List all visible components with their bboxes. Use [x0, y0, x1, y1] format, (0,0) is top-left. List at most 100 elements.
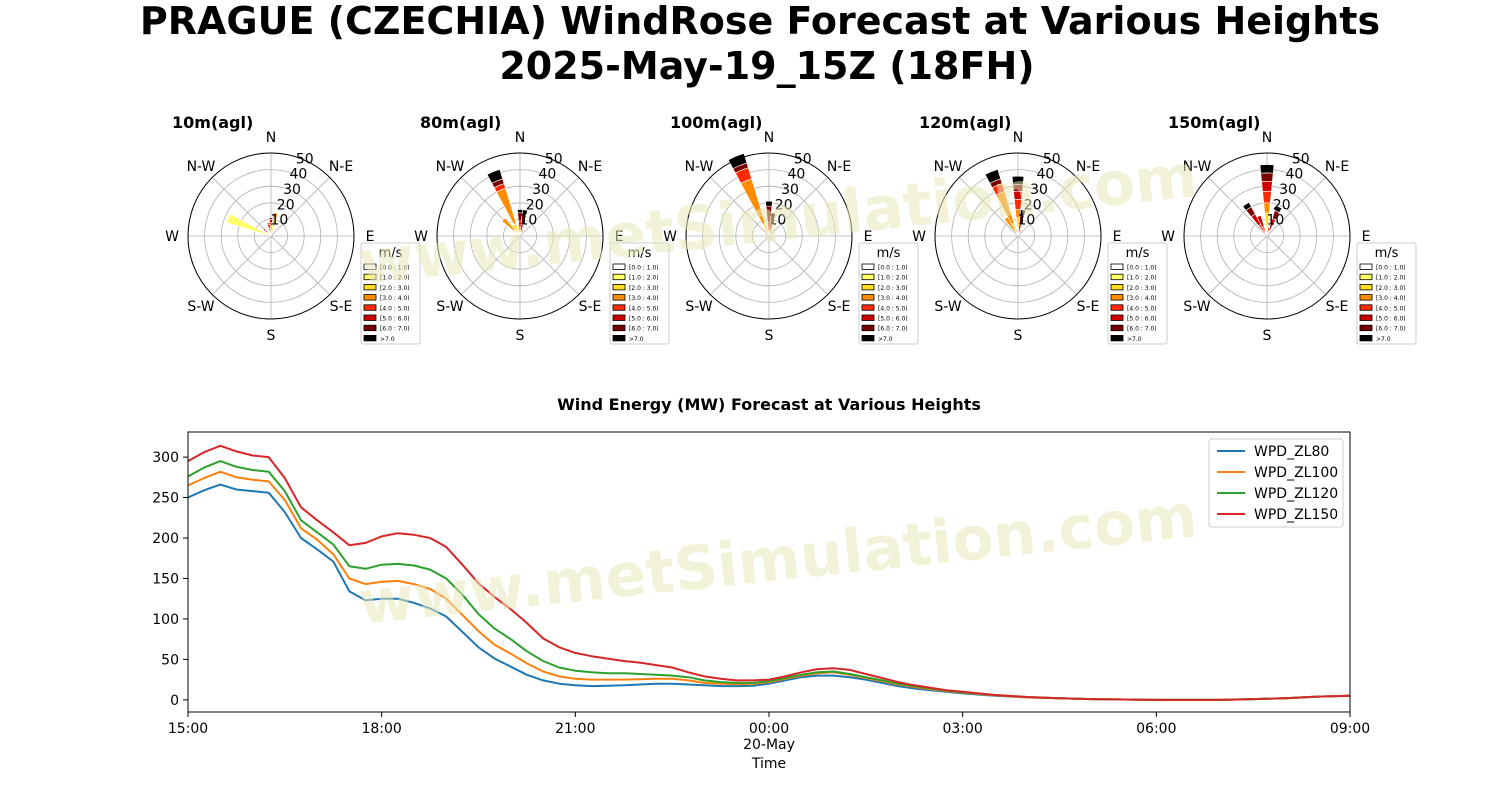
rose-legend-swatch	[1359, 294, 1373, 301]
rose-legend-label: >7.0	[380, 336, 395, 343]
rose-legend-label: [5.0 : 6.0)	[1127, 316, 1157, 323]
y-tick-label: 100	[152, 612, 179, 628]
rose-ring-label: 50	[794, 151, 812, 167]
rose-title: 120m(agl)	[919, 113, 1011, 132]
rose-wedge-segment	[521, 209, 529, 216]
rose-legend-swatch	[363, 314, 377, 321]
rose-ring-label: 30	[781, 182, 799, 198]
rose-ring-label: 40	[787, 167, 805, 183]
rose-grid-spoke	[212, 177, 272, 237]
rose-outer-circle	[187, 152, 355, 320]
rose-grid-spoke	[1208, 235, 1268, 295]
x-axis-label: Time	[751, 756, 786, 772]
rose-wedge-segment	[486, 168, 504, 184]
rose-grid-spoke	[1266, 177, 1326, 237]
rose-ring-label: 50	[1292, 151, 1310, 167]
rose-direction-label: S-E	[330, 299, 353, 315]
rose-direction-label: N-E	[578, 159, 602, 175]
rose-wedge-segment	[262, 227, 267, 232]
rose-wedge-segment	[272, 212, 279, 219]
rose-direction-label: N-W	[1183, 159, 1212, 175]
rose-direction-label: W	[912, 229, 926, 245]
rose-direction-label: N	[515, 130, 525, 146]
rose-legend-swatch	[612, 273, 626, 281]
rose-legend-swatch	[363, 334, 377, 342]
rose-legend-label: [3.0 : 4.0)	[629, 295, 659, 302]
rose-direction-label: S	[1263, 328, 1272, 344]
rose-legend-label: [3.0 : 4.0)	[380, 295, 410, 302]
rose-legend-label: >7.0	[1127, 336, 1142, 343]
line-chart-title: Wind Energy (MW) Forecast at Various Hei…	[557, 395, 981, 414]
rose-grid-spoke	[768, 235, 828, 295]
rose-wedge-segment	[520, 229, 524, 234]
rose-legend-label: [1.0 : 2.0)	[380, 275, 410, 282]
rose-legend-label: [2.0 : 3.0)	[629, 285, 659, 292]
rose-legend-swatch	[1359, 283, 1373, 291]
rose-wedge-segment	[511, 223, 519, 233]
rose-direction-label: N	[764, 130, 774, 146]
rose-legend-label: [1.0 : 2.0)	[629, 275, 659, 282]
rose-outer-circle	[685, 152, 853, 320]
y-tick-label: 300	[152, 450, 179, 466]
rose-wedge-segment	[1019, 209, 1027, 216]
rose-grid-spoke	[1266, 235, 1326, 295]
figure-title-line2: 2025-May-19_15Z (18FH)	[499, 44, 1034, 88]
windrose-row: 1020304050NN-EES-ESS-WWN-W10m(agl)m/s[0.…	[165, 113, 1417, 345]
rose-title: 150m(agl)	[1168, 113, 1260, 132]
rose-legend-swatch	[612, 304, 626, 311]
rose-legend-swatch	[1110, 334, 1124, 342]
rose-legend-swatch	[1359, 324, 1373, 332]
rose-direction-label: S-W	[436, 299, 463, 315]
rose-legend-label: [0.0 : 1.0)	[380, 265, 410, 272]
rose-grid-spoke	[270, 235, 330, 295]
x-tick-label: 06:00	[1136, 721, 1176, 737]
rose-ring-label: 10	[519, 213, 537, 229]
rose-grid-spoke	[1208, 177, 1268, 237]
rose-legend-swatch	[861, 273, 875, 281]
rose-ring-label: 50	[545, 151, 563, 167]
figure-title-line1: PRAGUE (CZECHIA) WindRose Forecast at Va…	[140, 0, 1380, 43]
rose-grid-spoke	[710, 177, 770, 237]
rose-legend-label: [5.0 : 6.0)	[878, 316, 908, 323]
rose-wedge-segment	[769, 229, 773, 234]
rose-wedge-segment	[1011, 175, 1025, 186]
rose-grid-spoke	[768, 177, 828, 237]
rose-grid-spoke	[710, 235, 770, 295]
rose-ring-label: 50	[1043, 151, 1061, 167]
rose-legend-label: [0.0 : 1.0)	[1127, 265, 1157, 272]
rose-direction-label: N-E	[1325, 159, 1349, 175]
rose-legend-title: m/s	[1375, 246, 1399, 261]
rose-direction-label: E	[615, 229, 624, 245]
rose-outer-circle	[934, 152, 1102, 320]
rose-wedge-segment	[1274, 205, 1283, 213]
rose-direction-label: N-E	[329, 159, 353, 175]
rose-ring-label: 20	[526, 197, 544, 213]
rose-outer-circle	[436, 152, 604, 320]
rose-wedge-segment	[1263, 202, 1271, 214]
rose-grid-spoke	[1017, 235, 1077, 295]
rose-legend-label: [5.0 : 6.0)	[1376, 316, 1406, 323]
rose-legend-swatch	[861, 324, 875, 332]
rose-direction-label: S-E	[1326, 299, 1349, 315]
rose-legend-label: [3.0 : 4.0)	[1376, 295, 1406, 302]
rose-grid-spoke	[959, 235, 1019, 295]
rose-legend-title: m/s	[877, 246, 901, 261]
rose-ring-label: 20	[775, 197, 793, 213]
series-line-WPD_ZL150	[187, 444, 1351, 701]
rose-ring-label: 40	[1036, 167, 1054, 183]
rose-wedge-segment	[1242, 201, 1252, 211]
y-tick-label: 50	[161, 652, 179, 668]
rose-ring-label: 10	[768, 213, 786, 229]
rose-wedge-segment	[266, 222, 271, 226]
rose-legend-label: [2.0 : 3.0)	[1376, 285, 1406, 292]
rose-wedge-segment	[226, 213, 272, 237]
rose-legend-swatch	[363, 273, 377, 281]
rose-direction-label: N-W	[187, 159, 216, 175]
rose-wedge-segment	[1259, 164, 1275, 174]
rose-legend-label: [0.0 : 1.0)	[1376, 265, 1406, 272]
wind-energy-line-chart: Wind Energy (MW) Forecast at Various Hei…	[152, 395, 1370, 772]
rose-wedge-segment	[269, 230, 272, 235]
x-tick-label: 18:00	[361, 721, 401, 737]
